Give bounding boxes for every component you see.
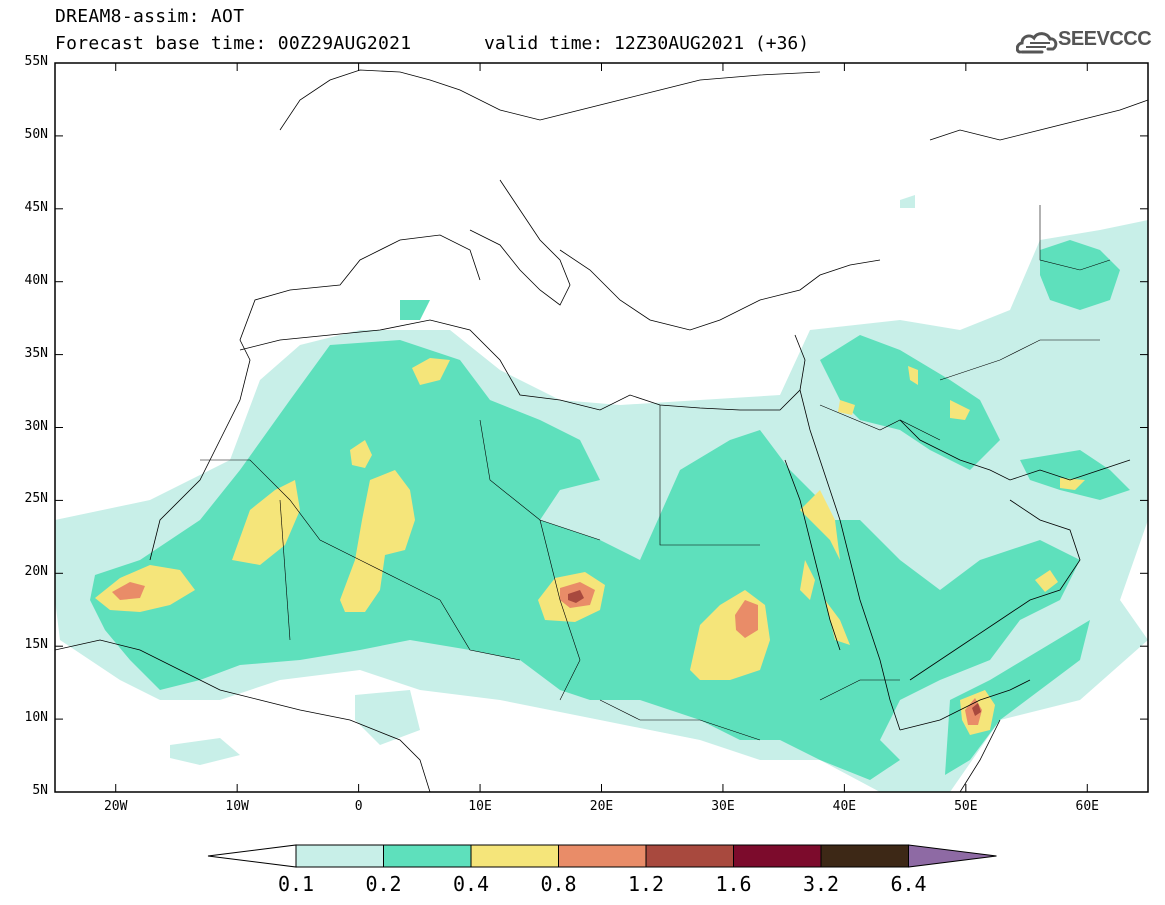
cloud-logo-icon bbox=[1016, 32, 1058, 54]
lon-label: 30E bbox=[711, 799, 735, 814]
colorbar-label: 0.2 bbox=[365, 872, 402, 896]
colorbar-segment bbox=[295, 844, 384, 868]
aot-level-0.2 bbox=[90, 240, 1130, 780]
lat-label: 55N bbox=[24, 54, 48, 69]
colorbar-label: 0.1 bbox=[277, 872, 315, 896]
aot-level-0.4 bbox=[95, 358, 1085, 735]
lon-label: 0 bbox=[354, 799, 363, 814]
lon-label: 40E bbox=[832, 799, 857, 814]
aot-field bbox=[55, 195, 1148, 792]
aot-level-1.2 bbox=[568, 590, 981, 716]
colorbar-segment bbox=[820, 844, 909, 868]
colorbar-label: 0.4 bbox=[452, 872, 490, 896]
lat-label: 5N bbox=[32, 783, 48, 798]
borders bbox=[200, 205, 1111, 741]
lon-ticks bbox=[115, 63, 1088, 792]
lon-label: 20W bbox=[103, 799, 128, 814]
title-line-1: DREAM8-assim: AOT bbox=[55, 6, 245, 27]
colorbar-low-arrow bbox=[207, 844, 297, 868]
colorbar-segment bbox=[645, 844, 734, 868]
colorbar-label: 6.4 bbox=[890, 872, 927, 896]
lon-label: 60E bbox=[1075, 799, 1099, 814]
lon-label: 10W bbox=[225, 799, 249, 814]
lat-label: 40N bbox=[24, 272, 48, 288]
coastlines bbox=[55, 69, 1148, 792]
colorbar-segment bbox=[733, 844, 822, 868]
colorbar-segment bbox=[470, 844, 559, 868]
colorbar-label: 1.6 bbox=[715, 872, 752, 896]
colorbar bbox=[207, 844, 997, 868]
lat-label: 35N bbox=[24, 345, 48, 361]
colorbar-high-arrow bbox=[908, 844, 997, 868]
lat-label: 50N bbox=[24, 126, 48, 142]
colorbar-label: 1.2 bbox=[627, 872, 665, 896]
lat-label: 10N bbox=[24, 710, 48, 726]
lat-label: 15N bbox=[24, 637, 48, 653]
lat-label: 25N bbox=[24, 491, 48, 507]
lon-label: 20E bbox=[589, 799, 614, 814]
lat-ticks bbox=[55, 62, 1148, 793]
lon-label: 10E bbox=[468, 799, 492, 814]
lat-label: 20N bbox=[24, 564, 48, 580]
lat-label: 45N bbox=[24, 199, 48, 215]
colorbar-segment bbox=[383, 844, 472, 868]
colorbar-label: 3.2 bbox=[802, 872, 840, 896]
colorbar-label: 0.8 bbox=[540, 872, 577, 896]
title-line-2: Forecast base time: 00Z29AUG2021 bbox=[55, 33, 412, 54]
logo-text: SEEVCCC bbox=[1058, 28, 1152, 50]
valid-time: valid time: 12Z30AUG2021 (+36) bbox=[484, 33, 810, 54]
lon-label: 50E bbox=[954, 799, 978, 814]
lat-label: 30N bbox=[24, 418, 48, 434]
colorbar-segment bbox=[558, 844, 647, 868]
